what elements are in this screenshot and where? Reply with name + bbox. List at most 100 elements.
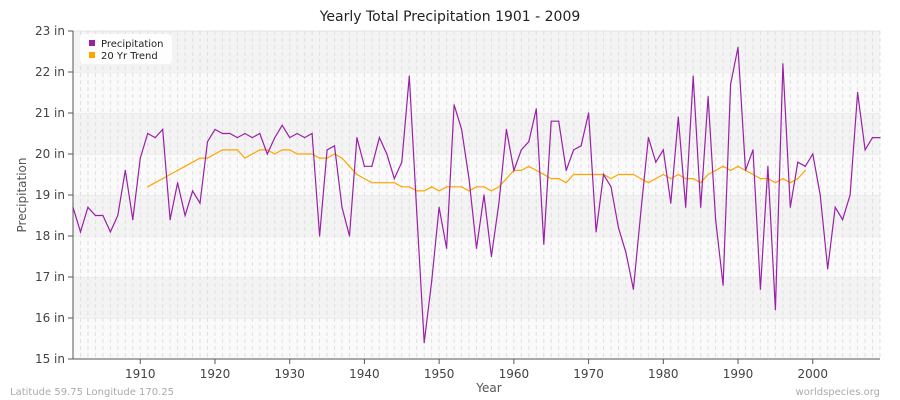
x-tick-label: 1920 <box>200 367 231 381</box>
data-point-precipitation <box>266 153 268 155</box>
data-point-precipitation <box>117 214 119 217</box>
data-point-precipitation <box>617 227 620 229</box>
data-point-20-yr-trend <box>789 182 791 184</box>
data-point-precipitation <box>438 206 440 208</box>
data-point-20-yr-trend <box>715 169 717 171</box>
data-point-precipitation <box>520 149 522 151</box>
data-point-precipitation <box>229 132 231 135</box>
footer-source: worldspecies.org <box>796 387 880 398</box>
data-point-precipitation <box>177 182 179 184</box>
x-axis-label: Year <box>475 381 501 395</box>
x-tick-label: 1980 <box>648 367 679 381</box>
data-point-precipitation <box>348 235 351 237</box>
data-point-precipitation <box>206 141 209 143</box>
chart-title: Yearly Total Precipitation 1901 - 2009 <box>319 9 581 25</box>
data-point-precipitation <box>879 137 881 139</box>
data-point-20-yr-trend <box>214 153 216 155</box>
data-point-precipitation <box>326 149 328 151</box>
data-point-precipitation <box>774 309 776 311</box>
grid-band <box>73 72 880 113</box>
data-point-20-yr-trend <box>169 173 171 176</box>
data-point-20-yr-trend <box>191 161 194 163</box>
data-point-precipitation <box>692 75 694 77</box>
data-point-20-yr-trend <box>797 178 799 180</box>
data-point-precipitation <box>423 342 425 344</box>
y-tick-label: 15 in <box>35 352 65 366</box>
data-point-precipitation <box>102 214 104 217</box>
data-point-20-yr-trend <box>662 173 664 176</box>
data-point-20-yr-trend <box>543 173 545 176</box>
data-point-precipitation <box>318 235 321 237</box>
data-point-20-yr-trend <box>206 157 209 159</box>
data-point-precipitation <box>356 137 358 139</box>
data-point-precipitation <box>528 141 530 143</box>
data-point-20-yr-trend <box>259 149 261 151</box>
data-point-precipitation <box>259 132 261 135</box>
data-point-precipitation <box>221 132 224 135</box>
data-point-precipitation <box>602 173 605 176</box>
data-point-20-yr-trend <box>535 169 537 171</box>
data-point-20-yr-trend <box>423 190 425 192</box>
data-point-20-yr-trend <box>752 173 754 176</box>
x-tick-label: 1970 <box>573 367 604 381</box>
data-point-precipitation <box>378 137 380 139</box>
data-point-precipitation <box>610 186 612 188</box>
data-point-precipitation <box>281 124 283 126</box>
data-point-precipitation <box>431 280 433 282</box>
data-point-precipitation <box>632 288 635 290</box>
data-point-precipitation <box>864 149 866 151</box>
data-point-20-yr-trend <box>483 186 485 188</box>
legend-swatch-precipitation <box>89 40 95 46</box>
data-point-20-yr-trend <box>647 182 649 184</box>
data-point-20-yr-trend <box>378 182 380 184</box>
data-point-20-yr-trend <box>670 178 672 180</box>
data-point-precipitation <box>184 214 186 217</box>
data-point-precipitation <box>722 284 724 286</box>
data-point-precipitation <box>251 137 253 139</box>
data-point-precipitation <box>191 190 194 192</box>
data-point-20-yr-trend <box>617 173 620 176</box>
data-point-precipitation <box>543 243 545 245</box>
y-tick-label: 18 in <box>35 229 65 243</box>
data-point-20-yr-trend <box>296 153 298 155</box>
data-point-precipitation <box>752 149 754 151</box>
data-point-20-yr-trend <box>162 178 164 180</box>
data-point-20-yr-trend <box>632 173 635 176</box>
data-point-20-yr-trend <box>154 182 156 184</box>
grid-band <box>73 31 880 72</box>
data-point-20-yr-trend <box>177 169 179 171</box>
data-point-precipitation <box>214 128 216 130</box>
data-point-precipitation <box>109 231 111 233</box>
data-point-precipitation <box>124 169 126 171</box>
data-point-precipitation <box>550 120 552 122</box>
data-point-20-yr-trend <box>401 186 403 188</box>
data-point-precipitation <box>565 169 567 171</box>
data-point-precipitation <box>856 91 859 94</box>
y-tick-label: 20 in <box>35 147 65 161</box>
data-point-precipitation <box>289 137 291 139</box>
data-point-20-yr-trend <box>371 182 373 184</box>
x-tick-label: 1990 <box>723 367 754 381</box>
data-point-20-yr-trend <box>640 178 642 180</box>
data-point-precipitation <box>797 161 799 163</box>
data-point-precipitation <box>304 137 306 139</box>
data-point-20-yr-trend <box>490 190 493 192</box>
data-point-20-yr-trend <box>692 178 694 180</box>
grid-band <box>73 113 880 154</box>
data-point-precipitation <box>729 83 732 85</box>
data-point-20-yr-trend <box>184 165 186 167</box>
data-point-precipitation <box>341 206 343 208</box>
data-point-20-yr-trend <box>460 186 463 188</box>
data-point-20-yr-trend <box>229 149 231 151</box>
data-point-precipitation <box>655 161 657 163</box>
data-point-20-yr-trend <box>348 165 351 167</box>
data-point-20-yr-trend <box>221 149 224 151</box>
data-point-precipitation <box>804 165 806 167</box>
y-tick-label: 16 in <box>35 311 65 325</box>
data-point-precipitation <box>670 202 672 204</box>
data-point-20-yr-trend <box>318 157 321 159</box>
data-point-20-yr-trend <box>759 178 762 180</box>
x-tick-label: 1910 <box>125 367 156 381</box>
y-tick-label: 23 in <box>35 24 65 38</box>
data-point-precipitation <box>393 178 395 180</box>
